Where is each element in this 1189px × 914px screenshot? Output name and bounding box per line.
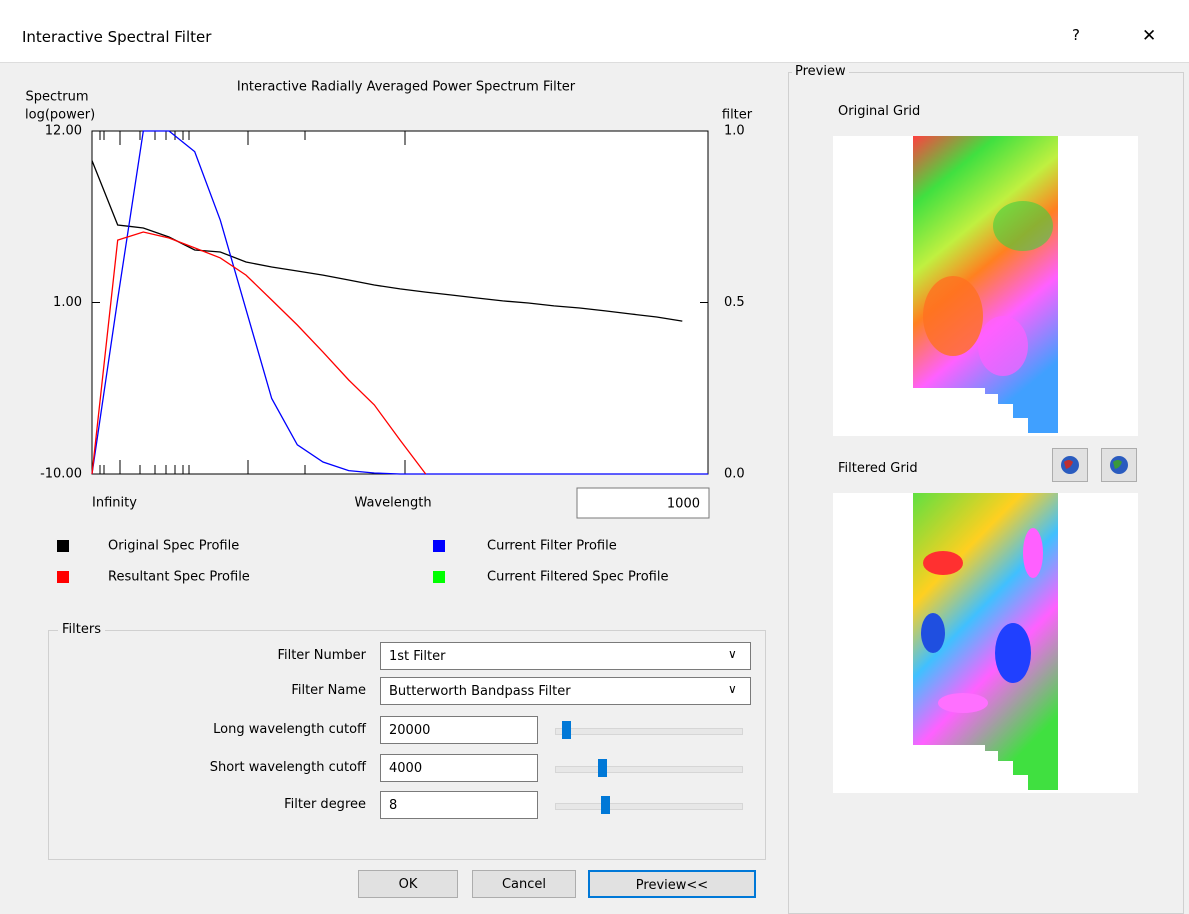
- legend-label: Original Spec Profile: [108, 539, 239, 554]
- slider-track[interactable]: [555, 766, 743, 773]
- globe-button[interactable]: [1101, 448, 1137, 482]
- y-axis-unit: log(power): [25, 108, 95, 123]
- y-tick-label: -10.00: [40, 467, 82, 482]
- legend-label: Current Filter Profile: [487, 539, 617, 554]
- x-start-label: Infinity: [92, 496, 137, 511]
- slider-thumb[interactable]: [598, 759, 607, 777]
- legend-swatch: [57, 571, 69, 583]
- cancel-button[interactable]: Cancel: [472, 870, 576, 898]
- chart: Interactive Radially Averaged Power Spec…: [0, 0, 780, 600]
- y-tick-label: 1.00: [53, 295, 82, 310]
- filtered-grid-image: [833, 493, 1138, 793]
- close-button[interactable]: ✕: [1142, 26, 1156, 46]
- wavelength-value[interactable]: 1000: [667, 497, 700, 512]
- dialog: Interactive Spectral Filter ? ✕ Interact…: [0, 0, 1189, 901]
- dropdown-arrow[interactable]: ∨: [728, 647, 737, 661]
- field-label: Short wavelength cutoff: [66, 760, 366, 775]
- plot-area: [92, 131, 708, 474]
- y-axis-label: Spectrum: [26, 90, 89, 105]
- ok-button[interactable]: OK: [358, 870, 458, 898]
- slider-thumb[interactable]: [601, 796, 610, 814]
- original-grid-label: Original Grid: [838, 104, 920, 119]
- legend-swatch: [433, 540, 445, 552]
- legend-swatch: [433, 571, 445, 583]
- field-label: Filter degree: [66, 797, 366, 812]
- slider-thumb[interactable]: [562, 721, 571, 739]
- y2-tick-label: 1.0: [724, 124, 745, 139]
- text-field[interactable]: 4000: [380, 754, 538, 782]
- legend-swatch: [57, 540, 69, 552]
- help-button[interactable]: ?: [1072, 26, 1080, 44]
- y-tick-label: 12.00: [45, 124, 82, 139]
- slider-track[interactable]: [555, 803, 743, 810]
- dropdown[interactable]: Butterworth Bandpass Filter: [380, 677, 751, 705]
- filters-title: Filters: [58, 622, 105, 637]
- field-label: Long wavelength cutoff: [66, 722, 366, 737]
- text-field[interactable]: 20000: [380, 716, 538, 744]
- text-field[interactable]: 8: [380, 791, 538, 819]
- original-grid-image: [833, 136, 1138, 436]
- legend-label: Current Filtered Spec Profile: [487, 570, 668, 585]
- legend-label: Resultant Spec Profile: [108, 570, 250, 585]
- slider-track[interactable]: [555, 728, 743, 735]
- y2-tick-label: 0.0: [724, 467, 745, 482]
- dropdown-arrow[interactable]: ∨: [728, 682, 737, 696]
- chart-title: Interactive Radially Averaged Power Spec…: [237, 80, 576, 95]
- filtered-grid-label: Filtered Grid: [838, 461, 918, 476]
- globe-button[interactable]: [1052, 448, 1088, 482]
- y2-tick-label: 0.5: [724, 295, 745, 310]
- dropdown[interactable]: 1st Filter: [380, 642, 751, 670]
- y2-axis-label: filter: [722, 108, 753, 123]
- field-label: Filter Number: [66, 648, 366, 663]
- field-label: Filter Name: [66, 683, 366, 698]
- preview-title: Preview: [792, 64, 849, 79]
- x-axis-label: Wavelength: [354, 496, 431, 511]
- preview-button[interactable]: Preview<<: [588, 870, 756, 898]
